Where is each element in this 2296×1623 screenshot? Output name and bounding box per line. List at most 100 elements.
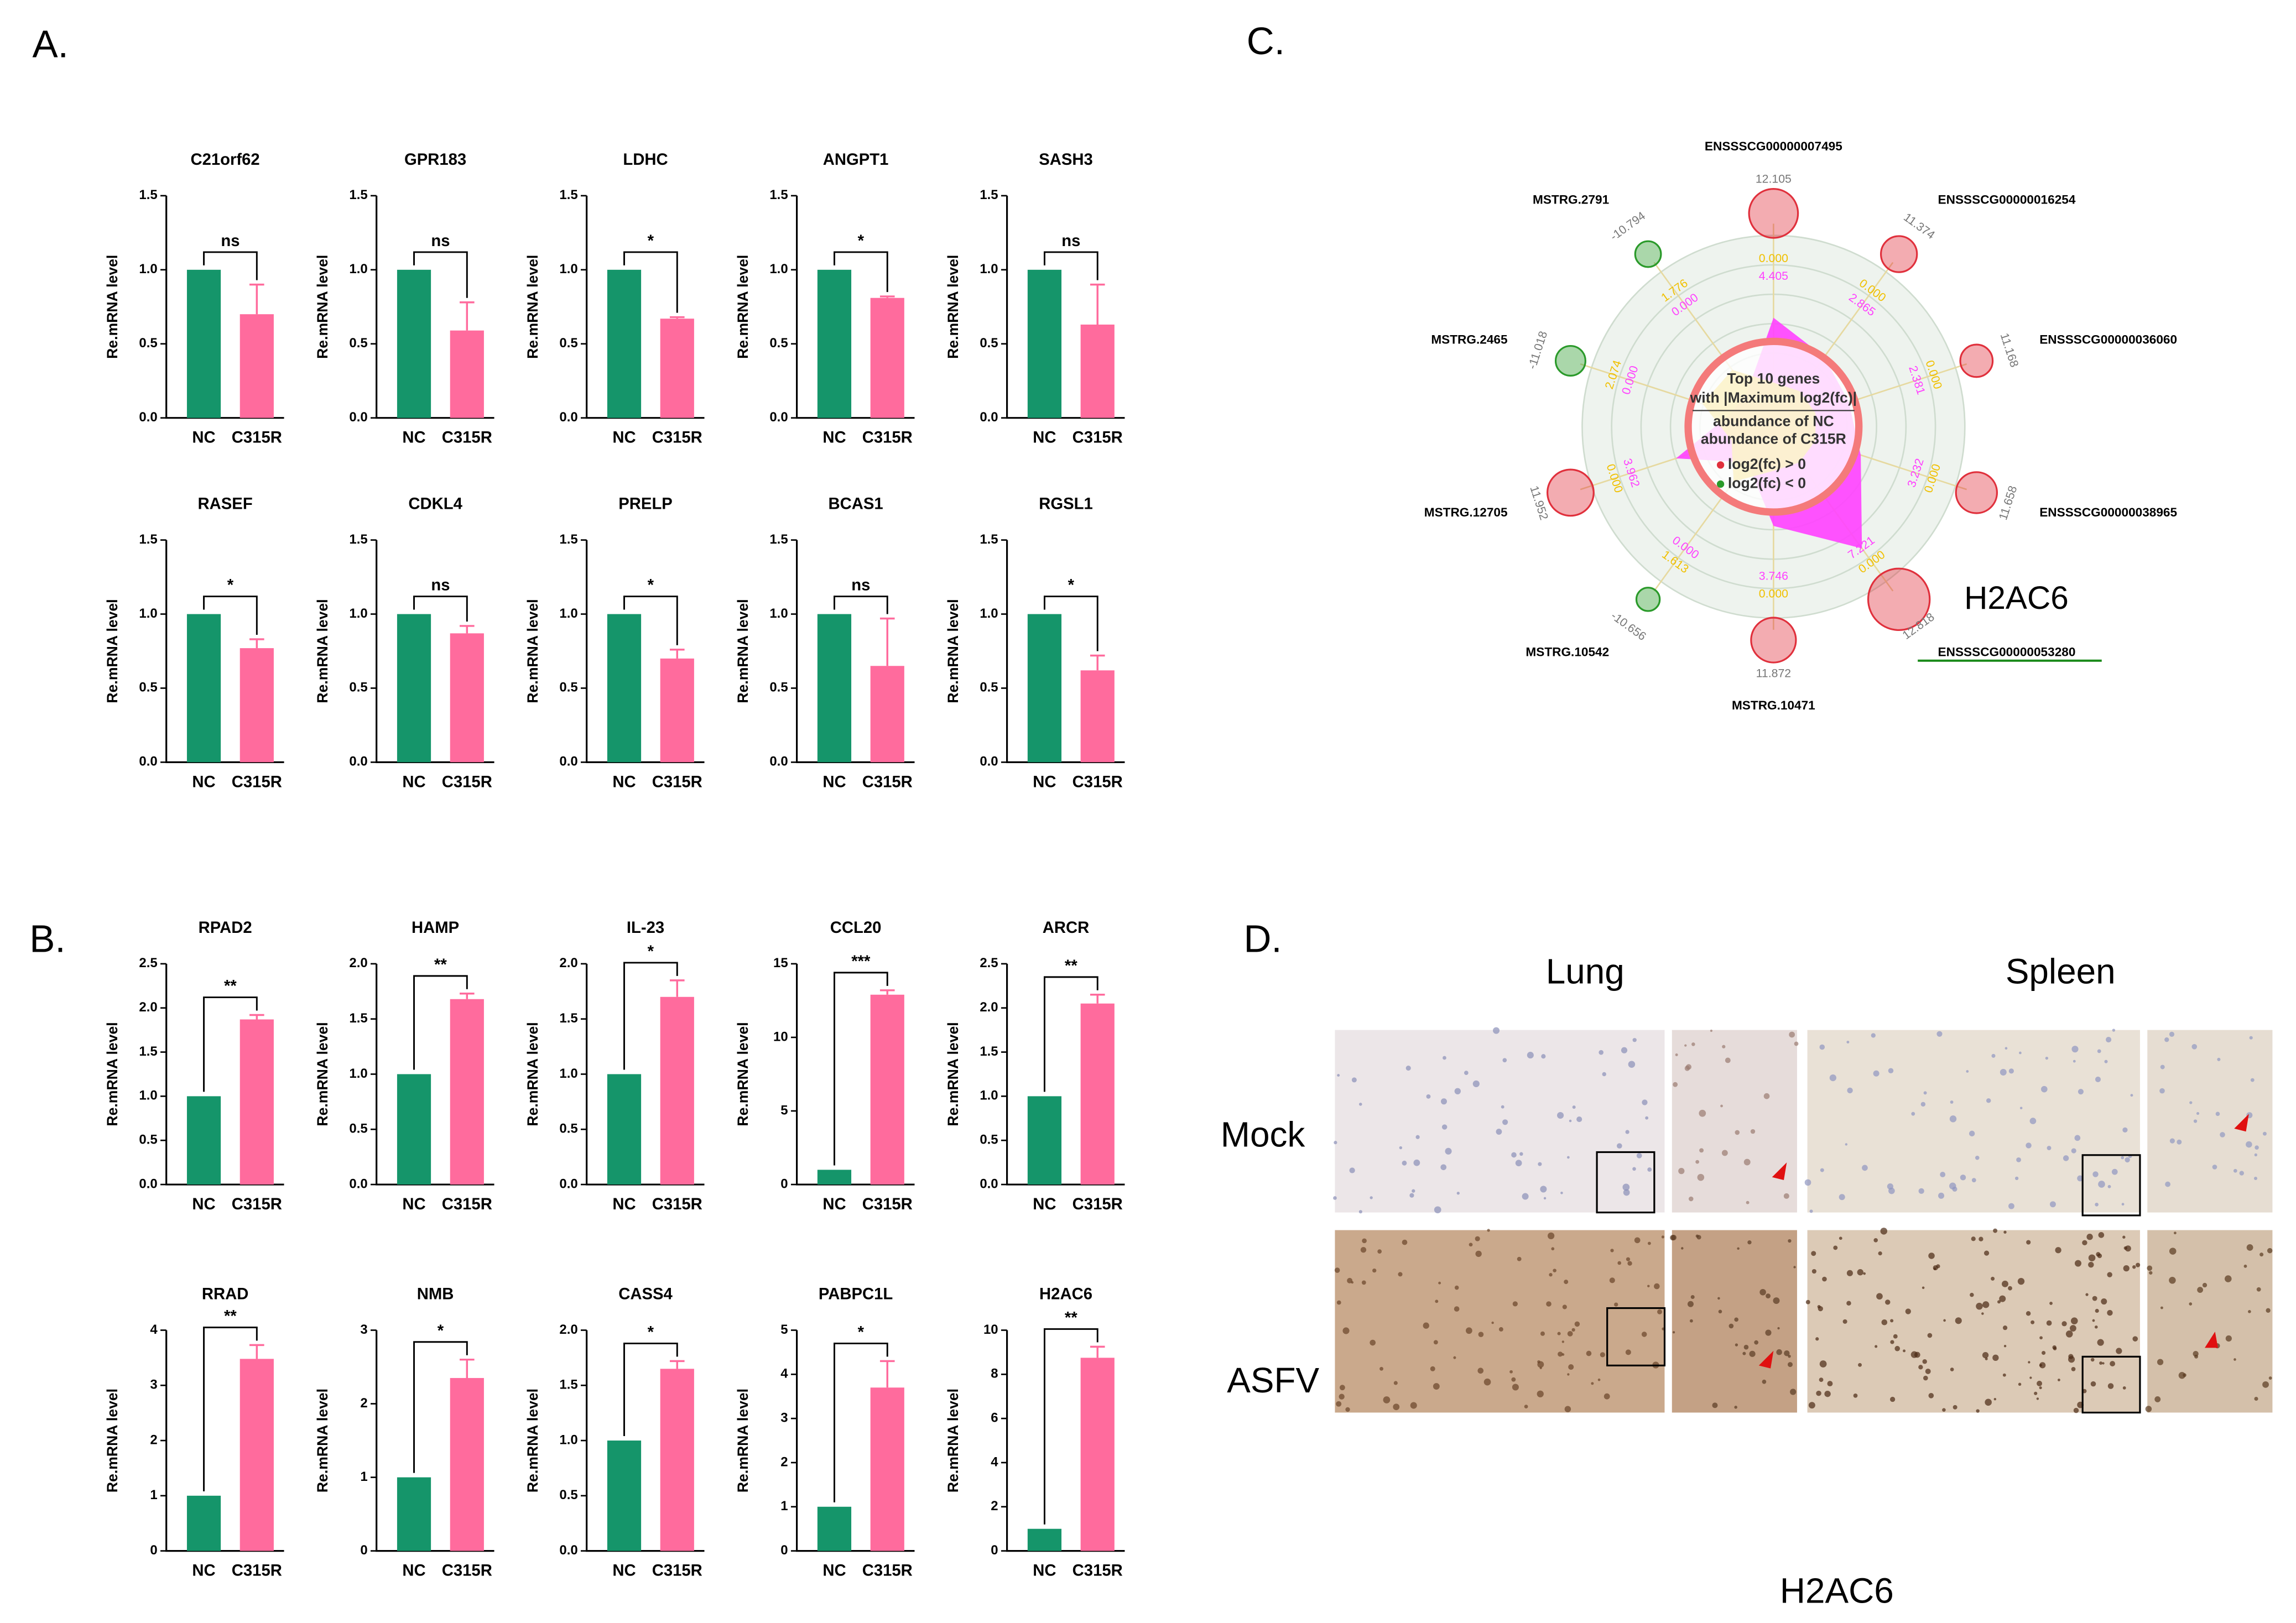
significance-label: * xyxy=(858,232,865,250)
series-name: abundance of C315R xyxy=(1701,431,1846,447)
bar xyxy=(397,614,431,763)
y-tick-label: 0.0 xyxy=(769,410,788,425)
bar-chart: RPAD2 Re.mRNA level 0.0 0.5 1.0 1.5 2.0 2.5 NC C3… xyxy=(104,919,284,1213)
tissue-texture xyxy=(2256,1287,2261,1292)
x-tick-label: NC xyxy=(1033,773,1056,791)
x-tick-label: C315R xyxy=(1072,773,1123,791)
chart-title: CDKL4 xyxy=(408,495,462,513)
tissue-texture xyxy=(2070,1325,2076,1332)
x-tick-label: NC xyxy=(612,1196,636,1213)
tissue-texture xyxy=(1876,1293,1883,1300)
bar xyxy=(817,614,852,763)
tissue-texture xyxy=(1440,1164,1447,1171)
tissue-texture xyxy=(1405,1066,1411,1071)
x-tick-label: NC xyxy=(402,1562,425,1580)
gene-label: MSTRG.2791 xyxy=(1533,193,1609,207)
chart-title: BCAS1 xyxy=(828,495,883,513)
tissue-texture xyxy=(1673,1082,1678,1087)
tissue-texture xyxy=(2178,1372,2186,1379)
tissue-texture xyxy=(1894,1345,1901,1351)
tissue-texture xyxy=(1993,1228,1998,1233)
tissue-texture xyxy=(1681,1247,1684,1250)
tissue-texture xyxy=(1632,1038,1637,1042)
tissue-texture xyxy=(2189,1302,2193,1306)
tissue-texture xyxy=(1699,1109,1706,1117)
tissue-texture xyxy=(2073,1407,2079,1413)
tissue-texture xyxy=(1920,1102,1926,1107)
tissue-texture xyxy=(1846,1301,1851,1306)
tissue-texture xyxy=(1402,1239,1408,1245)
x-tick-label: NC xyxy=(822,773,846,791)
y-tick-label: 0.5 xyxy=(980,336,998,351)
tissue-texture xyxy=(1893,1334,1898,1339)
y-tick-label: 0.0 xyxy=(980,410,998,425)
y-tick-label: 0.0 xyxy=(559,410,577,425)
tissue-texture xyxy=(2031,1320,2035,1324)
gene-label: MSTRG.10471 xyxy=(1732,698,1815,712)
tissue-texture xyxy=(1502,1119,1508,1125)
bar xyxy=(1027,1096,1062,1185)
x-tick-label: C315R xyxy=(862,429,913,447)
tissue-texture xyxy=(1517,1256,1522,1261)
tissue-texture xyxy=(1398,1272,1403,1277)
tissue-texture xyxy=(1370,1339,1376,1346)
abundance-label: 4.405 xyxy=(1759,269,1788,283)
tissue-texture xyxy=(1591,1382,1594,1385)
error-bar xyxy=(1090,283,1105,325)
tissue-texture xyxy=(1445,1147,1452,1155)
tissue-texture xyxy=(2003,1230,2007,1234)
x-tick-label: C315R xyxy=(232,429,282,447)
y-tick-label: 1.0 xyxy=(349,606,367,621)
panel-d: Lung Spleen Mock ASFV H2AC6 xyxy=(1221,951,2273,1611)
y-tick-label: 0.0 xyxy=(559,1543,577,1558)
tissue-texture xyxy=(1678,1168,1685,1175)
tissue-texture xyxy=(1333,1196,1337,1200)
tissue-texture xyxy=(1943,1319,1946,1322)
tissue-texture xyxy=(1512,1301,1518,1307)
y-axis-label: Re.mRNA level xyxy=(735,1022,751,1126)
tissue-texture xyxy=(1438,1281,1441,1285)
significance-label: * xyxy=(648,1324,654,1342)
bar-chart: LDHC Re.mRNA level 0.0 0.5 1.0 1.5 NC C315R * xyxy=(524,151,705,447)
tissue-texture xyxy=(1351,1077,1357,1083)
tissue-texture xyxy=(2125,1245,2131,1252)
tissue-texture xyxy=(1970,1292,1974,1297)
tissue-texture xyxy=(2073,1060,2076,1063)
tissue-texture xyxy=(1697,1173,1705,1181)
bar xyxy=(607,269,642,418)
gene-bubble xyxy=(1547,468,1595,517)
bar xyxy=(817,1506,852,1551)
tissue-texture xyxy=(1558,1351,1563,1357)
legend-marker xyxy=(1716,480,1725,488)
tissue-texture xyxy=(1808,1402,1815,1409)
tissue-texture xyxy=(1576,1116,1582,1123)
significance-bracket xyxy=(203,1327,258,1491)
tissue-texture xyxy=(1839,1194,1845,1201)
tissue-texture xyxy=(1567,1373,1570,1376)
y-tick-label: 0.0 xyxy=(349,754,367,769)
y-tick-label: 3 xyxy=(150,1377,157,1392)
tissue-texture xyxy=(1493,1027,1500,1034)
significance-bracket xyxy=(203,251,258,280)
tissue-texture xyxy=(1875,1345,1878,1348)
tissue-texture xyxy=(1564,1406,1571,1412)
tissue-texture xyxy=(1434,1206,1441,1214)
bar xyxy=(817,269,852,418)
tissue-texture xyxy=(1979,1236,1983,1241)
x-tick-label: C315R xyxy=(232,1196,282,1213)
error-bar xyxy=(249,1344,264,1359)
error-bar xyxy=(1090,994,1105,1004)
tissue-texture xyxy=(2160,1306,2163,1309)
tissue-texture xyxy=(1466,1327,1472,1334)
tissue-texture xyxy=(1927,1333,1933,1338)
significance-label: ** xyxy=(434,956,447,974)
tissue-texture xyxy=(1537,1390,1544,1397)
tissue-texture xyxy=(1762,1379,1767,1384)
y-tick-label: 1.5 xyxy=(139,187,157,202)
abundance-label: 3.746 xyxy=(1759,570,1788,583)
tissue-texture xyxy=(2014,1176,2019,1180)
y-tick-label: 1.5 xyxy=(139,1044,157,1059)
y-axis-label: Re.mRNA level xyxy=(104,1022,121,1126)
tissue-texture xyxy=(1888,1187,1895,1194)
tissue-texture xyxy=(1763,1093,1770,1099)
